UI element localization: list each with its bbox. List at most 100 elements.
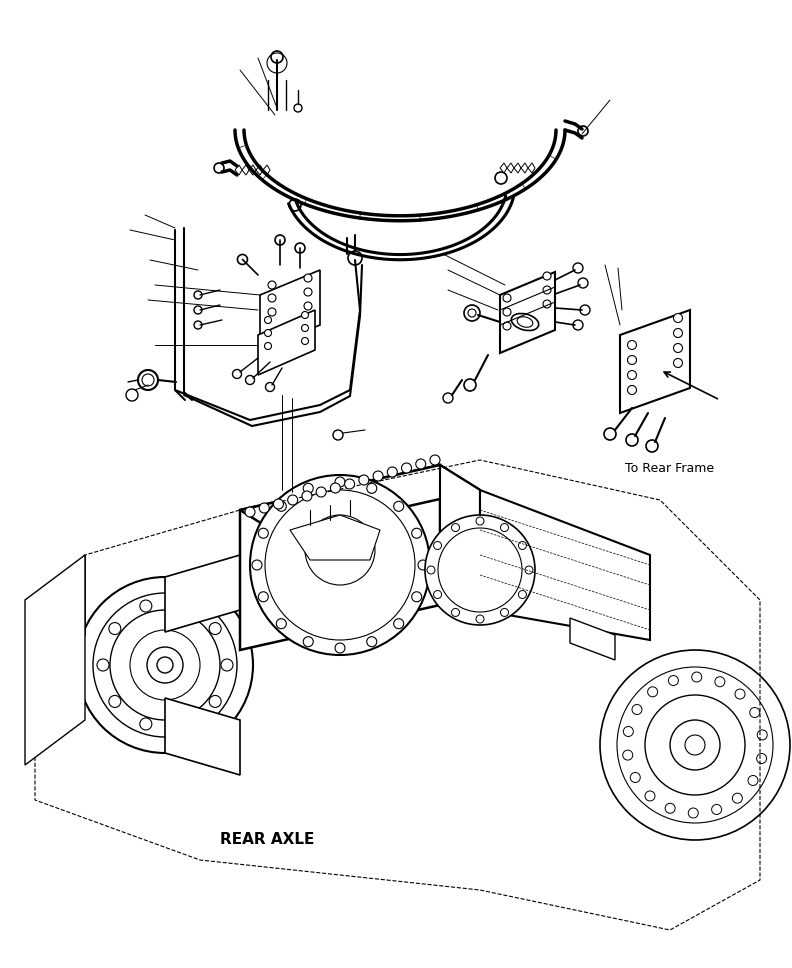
Text: REAR AXLE: REAR AXLE [220, 832, 314, 848]
Circle shape [130, 630, 200, 700]
Circle shape [573, 263, 583, 273]
Circle shape [578, 126, 588, 136]
Circle shape [302, 312, 309, 318]
Circle shape [604, 428, 616, 440]
Polygon shape [235, 165, 242, 175]
Circle shape [438, 528, 522, 612]
Circle shape [345, 479, 355, 489]
Circle shape [265, 329, 272, 337]
Circle shape [259, 503, 269, 513]
Circle shape [712, 804, 722, 814]
Circle shape [433, 590, 442, 598]
Polygon shape [480, 490, 650, 640]
Circle shape [258, 591, 268, 602]
Circle shape [665, 803, 675, 813]
Polygon shape [500, 272, 555, 353]
Circle shape [302, 338, 309, 345]
Circle shape [733, 793, 742, 803]
Circle shape [265, 317, 272, 323]
Circle shape [750, 708, 760, 717]
Polygon shape [240, 465, 480, 535]
Polygon shape [165, 555, 240, 632]
Circle shape [295, 243, 305, 253]
Polygon shape [514, 163, 521, 173]
Circle shape [109, 695, 121, 708]
Circle shape [501, 524, 508, 531]
Circle shape [451, 524, 459, 531]
Circle shape [451, 609, 459, 617]
Polygon shape [500, 163, 507, 173]
Circle shape [501, 609, 508, 617]
Circle shape [147, 647, 183, 683]
Circle shape [238, 255, 247, 264]
Circle shape [630, 772, 640, 782]
Polygon shape [263, 165, 270, 175]
Circle shape [673, 358, 683, 368]
Circle shape [214, 163, 224, 173]
Polygon shape [260, 270, 320, 350]
Circle shape [268, 308, 276, 316]
Ellipse shape [517, 317, 533, 327]
Circle shape [294, 104, 302, 112]
Circle shape [627, 371, 637, 379]
Circle shape [670, 720, 720, 770]
Polygon shape [249, 165, 256, 175]
Circle shape [645, 791, 655, 801]
Circle shape [246, 376, 254, 384]
Circle shape [543, 272, 551, 280]
Circle shape [623, 727, 634, 737]
Circle shape [303, 637, 314, 647]
Polygon shape [290, 515, 380, 560]
Polygon shape [242, 165, 249, 175]
Circle shape [348, 251, 362, 265]
Text: To Rear Frame: To Rear Frame [625, 462, 714, 474]
Circle shape [503, 322, 511, 330]
Circle shape [627, 341, 637, 349]
Circle shape [302, 324, 309, 331]
Circle shape [330, 483, 341, 493]
Circle shape [268, 281, 276, 289]
Circle shape [433, 541, 442, 550]
Circle shape [178, 600, 190, 612]
Circle shape [418, 560, 428, 570]
Circle shape [305, 515, 375, 585]
Circle shape [93, 593, 237, 737]
Polygon shape [35, 555, 85, 690]
Circle shape [748, 775, 758, 785]
Circle shape [495, 172, 507, 184]
Circle shape [394, 619, 404, 628]
Circle shape [543, 300, 551, 308]
Circle shape [287, 495, 298, 505]
Circle shape [412, 591, 421, 602]
Circle shape [142, 374, 154, 386]
Circle shape [316, 487, 326, 497]
Circle shape [303, 483, 314, 494]
Circle shape [304, 288, 312, 296]
Circle shape [221, 659, 233, 671]
Circle shape [632, 705, 642, 714]
Circle shape [757, 730, 767, 740]
Circle shape [416, 459, 426, 469]
Polygon shape [620, 310, 690, 413]
Circle shape [77, 577, 253, 753]
Circle shape [519, 590, 527, 598]
Circle shape [265, 343, 272, 349]
Polygon shape [440, 465, 480, 610]
Circle shape [276, 501, 287, 511]
Circle shape [157, 657, 173, 673]
Circle shape [627, 385, 637, 395]
Circle shape [503, 308, 511, 316]
Circle shape [252, 560, 262, 570]
Ellipse shape [512, 314, 539, 330]
Circle shape [394, 501, 404, 511]
Circle shape [335, 643, 345, 653]
Circle shape [194, 291, 202, 299]
Circle shape [673, 328, 683, 338]
Circle shape [194, 321, 202, 329]
Circle shape [427, 566, 435, 574]
Circle shape [367, 637, 377, 647]
Circle shape [276, 619, 287, 628]
Circle shape [503, 294, 511, 302]
Circle shape [673, 314, 683, 322]
Circle shape [209, 695, 221, 708]
